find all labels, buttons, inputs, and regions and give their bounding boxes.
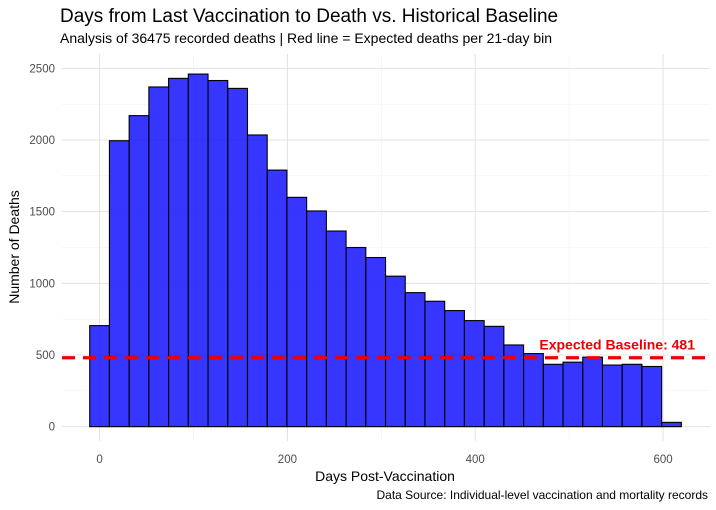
x-axis-title: Days Post-Vaccination (315, 468, 455, 484)
chart-title: Days from Last Vaccination to Death vs. … (60, 6, 558, 27)
histogram-bar (582, 356, 604, 428)
histogram-bar (89, 325, 110, 428)
histogram-bar (641, 365, 663, 428)
y-tick-label: 1000 (29, 278, 55, 290)
histogram-bar (128, 115, 150, 428)
histogram-bar (562, 361, 584, 428)
histogram-bar (286, 196, 308, 428)
histogram-bar (345, 246, 367, 428)
histogram-bar (483, 325, 505, 428)
histogram-bar (523, 353, 544, 428)
x-tick-label: 400 (466, 454, 485, 466)
y-axis-title: Number of Deaths (6, 190, 22, 304)
x-tick-label: 0 (96, 454, 102, 466)
histogram-bar (168, 77, 189, 428)
histogram-bar (227, 87, 249, 428)
histogram-bar (661, 421, 682, 428)
histogram-bar (187, 73, 209, 428)
chart-subtitle: Analysis of 36475 recorded deaths | Red … (60, 30, 552, 46)
histogram-bar (306, 210, 327, 428)
histogram-bar (621, 363, 643, 428)
histogram-bar (463, 320, 485, 428)
y-tick-label: 1500 (29, 207, 55, 219)
histogram-bar (207, 79, 229, 428)
plot-area: Expected Baseline: 481050010001500200025… (29, 54, 710, 466)
histogram-bar (365, 256, 387, 428)
histogram-bar (404, 292, 426, 428)
histogram-bar (148, 86, 170, 428)
histogram-bar (325, 230, 347, 428)
x-tick-label: 200 (278, 454, 297, 466)
y-tick-label: 2500 (29, 63, 55, 75)
x-tick-label: 600 (653, 454, 672, 466)
y-tick-label: 2000 (29, 135, 55, 147)
chart-caption: Data Source: Individual-level vaccinatio… (377, 488, 709, 502)
histogram-bar (246, 134, 268, 428)
histogram-bar (384, 275, 406, 428)
histogram-bar (601, 364, 623, 428)
y-tick-label: 0 (49, 422, 55, 434)
histogram-bar (444, 310, 465, 428)
y-tick-label: 500 (36, 350, 55, 362)
histogram-bar (108, 140, 130, 428)
histogram-bar (266, 169, 288, 428)
histogram-bar (424, 300, 446, 428)
histogram-bar (542, 363, 564, 428)
baseline-label: Expected Baseline: 481 (539, 337, 695, 353)
